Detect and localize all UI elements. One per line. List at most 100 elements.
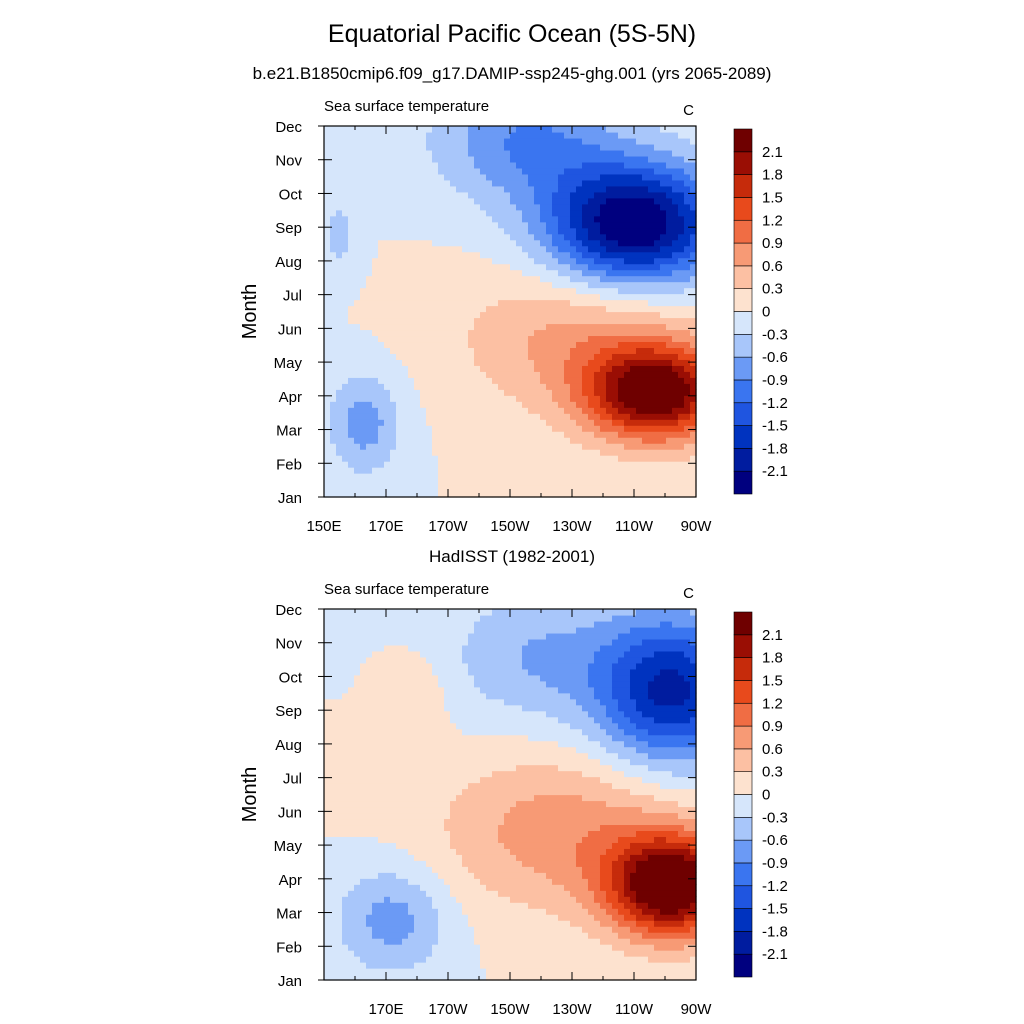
contour-cell bbox=[534, 197, 541, 205]
contour-cell bbox=[672, 149, 679, 157]
contour-cell bbox=[654, 401, 661, 408]
contour-cell bbox=[624, 269, 631, 277]
contour-cell bbox=[486, 473, 493, 480]
contour-cell bbox=[534, 425, 541, 432]
contour-cell bbox=[324, 251, 331, 259]
contour-cell bbox=[504, 281, 511, 289]
contour-cell bbox=[348, 347, 355, 354]
contour-cell bbox=[402, 143, 409, 151]
contour-cell bbox=[426, 341, 433, 348]
contour-cell bbox=[336, 149, 343, 157]
contour-cell bbox=[486, 431, 493, 438]
contour-cell bbox=[420, 782, 427, 790]
contour-cell bbox=[402, 824, 409, 831]
contour-cell bbox=[432, 239, 439, 247]
contour-cell bbox=[654, 197, 661, 205]
contour-cell bbox=[552, 281, 559, 289]
contour-cell bbox=[432, 191, 439, 199]
contour-cell bbox=[660, 305, 667, 313]
contour-cell bbox=[582, 299, 589, 307]
contour-cell bbox=[534, 203, 541, 211]
contour-cell bbox=[354, 794, 361, 802]
contour-cell bbox=[426, 137, 433, 145]
contour-cell bbox=[684, 293, 691, 301]
contour-cell bbox=[390, 788, 397, 796]
contour-cell bbox=[354, 788, 361, 796]
contour-cell bbox=[564, 431, 571, 438]
contour-cell bbox=[414, 131, 421, 139]
contour-cell bbox=[516, 275, 523, 283]
contour-cell bbox=[468, 371, 475, 378]
contour-cell bbox=[438, 173, 445, 181]
contour-cell bbox=[408, 740, 415, 748]
contour-cell bbox=[408, 245, 415, 253]
contour-cell bbox=[396, 209, 403, 217]
contour-cell bbox=[324, 473, 331, 480]
contour-cell bbox=[624, 413, 631, 420]
contour-cell bbox=[540, 299, 547, 307]
contour-cell bbox=[684, 479, 691, 486]
contour-cell bbox=[384, 185, 391, 193]
contour-cell bbox=[540, 287, 547, 295]
contour-cell bbox=[606, 443, 613, 450]
contour-cell bbox=[414, 812, 421, 820]
contour-cell bbox=[360, 806, 367, 814]
contour-cell bbox=[474, 395, 481, 402]
contour-cell bbox=[444, 173, 451, 181]
contour-cell bbox=[660, 455, 667, 462]
contour-cell bbox=[630, 329, 637, 337]
contour-cell bbox=[348, 644, 355, 652]
contour-cell bbox=[618, 155, 625, 163]
contour-cell bbox=[402, 227, 409, 235]
contour-cell bbox=[648, 317, 655, 325]
contour-cell bbox=[390, 704, 397, 712]
contour-cell bbox=[594, 359, 601, 366]
contour-cell bbox=[450, 407, 457, 414]
contour-cell bbox=[666, 281, 673, 289]
contour-cell bbox=[348, 974, 355, 981]
contour-cell bbox=[324, 467, 331, 474]
contour-cell bbox=[408, 227, 415, 235]
contour-cell bbox=[606, 413, 613, 420]
contour-cell bbox=[408, 359, 415, 366]
contour-cell bbox=[342, 317, 349, 325]
contour-cell bbox=[372, 455, 379, 462]
contour-cell bbox=[552, 425, 559, 432]
contour-cell bbox=[348, 944, 355, 951]
contour-cell bbox=[456, 281, 463, 289]
contour-cell bbox=[534, 365, 541, 372]
contour-cell bbox=[444, 401, 451, 408]
contour-cell bbox=[402, 371, 409, 378]
contour-cell bbox=[330, 353, 337, 360]
contour-cell bbox=[390, 126, 397, 133]
contour-cell bbox=[684, 281, 691, 289]
contour-cell bbox=[546, 443, 553, 450]
contour-cell bbox=[420, 902, 427, 909]
contour-cell bbox=[420, 126, 427, 133]
contour-cell bbox=[378, 389, 385, 396]
contour-cell bbox=[408, 866, 415, 873]
contour-cell bbox=[348, 770, 355, 778]
contour-cell bbox=[606, 161, 613, 169]
contour-cell bbox=[324, 131, 331, 139]
contour-cell bbox=[534, 179, 541, 187]
contour-cell bbox=[606, 263, 613, 271]
contour-cell bbox=[450, 197, 457, 205]
contour-cell bbox=[372, 323, 379, 331]
contour-cell bbox=[564, 299, 571, 307]
contour-cell bbox=[606, 191, 613, 199]
contour-cell bbox=[378, 824, 385, 831]
contour-cell bbox=[480, 233, 487, 241]
contour-cell bbox=[456, 389, 463, 396]
contour-cell bbox=[528, 155, 535, 163]
contour-cell bbox=[408, 974, 415, 981]
contour-cell bbox=[474, 377, 481, 384]
contour-cell bbox=[648, 419, 655, 426]
contour-cell bbox=[678, 479, 685, 486]
contour-cell bbox=[630, 143, 637, 151]
contour-cell bbox=[564, 173, 571, 181]
contour-cell bbox=[558, 311, 565, 319]
contour-cell bbox=[612, 269, 619, 277]
contour-cell bbox=[396, 632, 403, 640]
colorbar-box bbox=[733, 311, 753, 335]
